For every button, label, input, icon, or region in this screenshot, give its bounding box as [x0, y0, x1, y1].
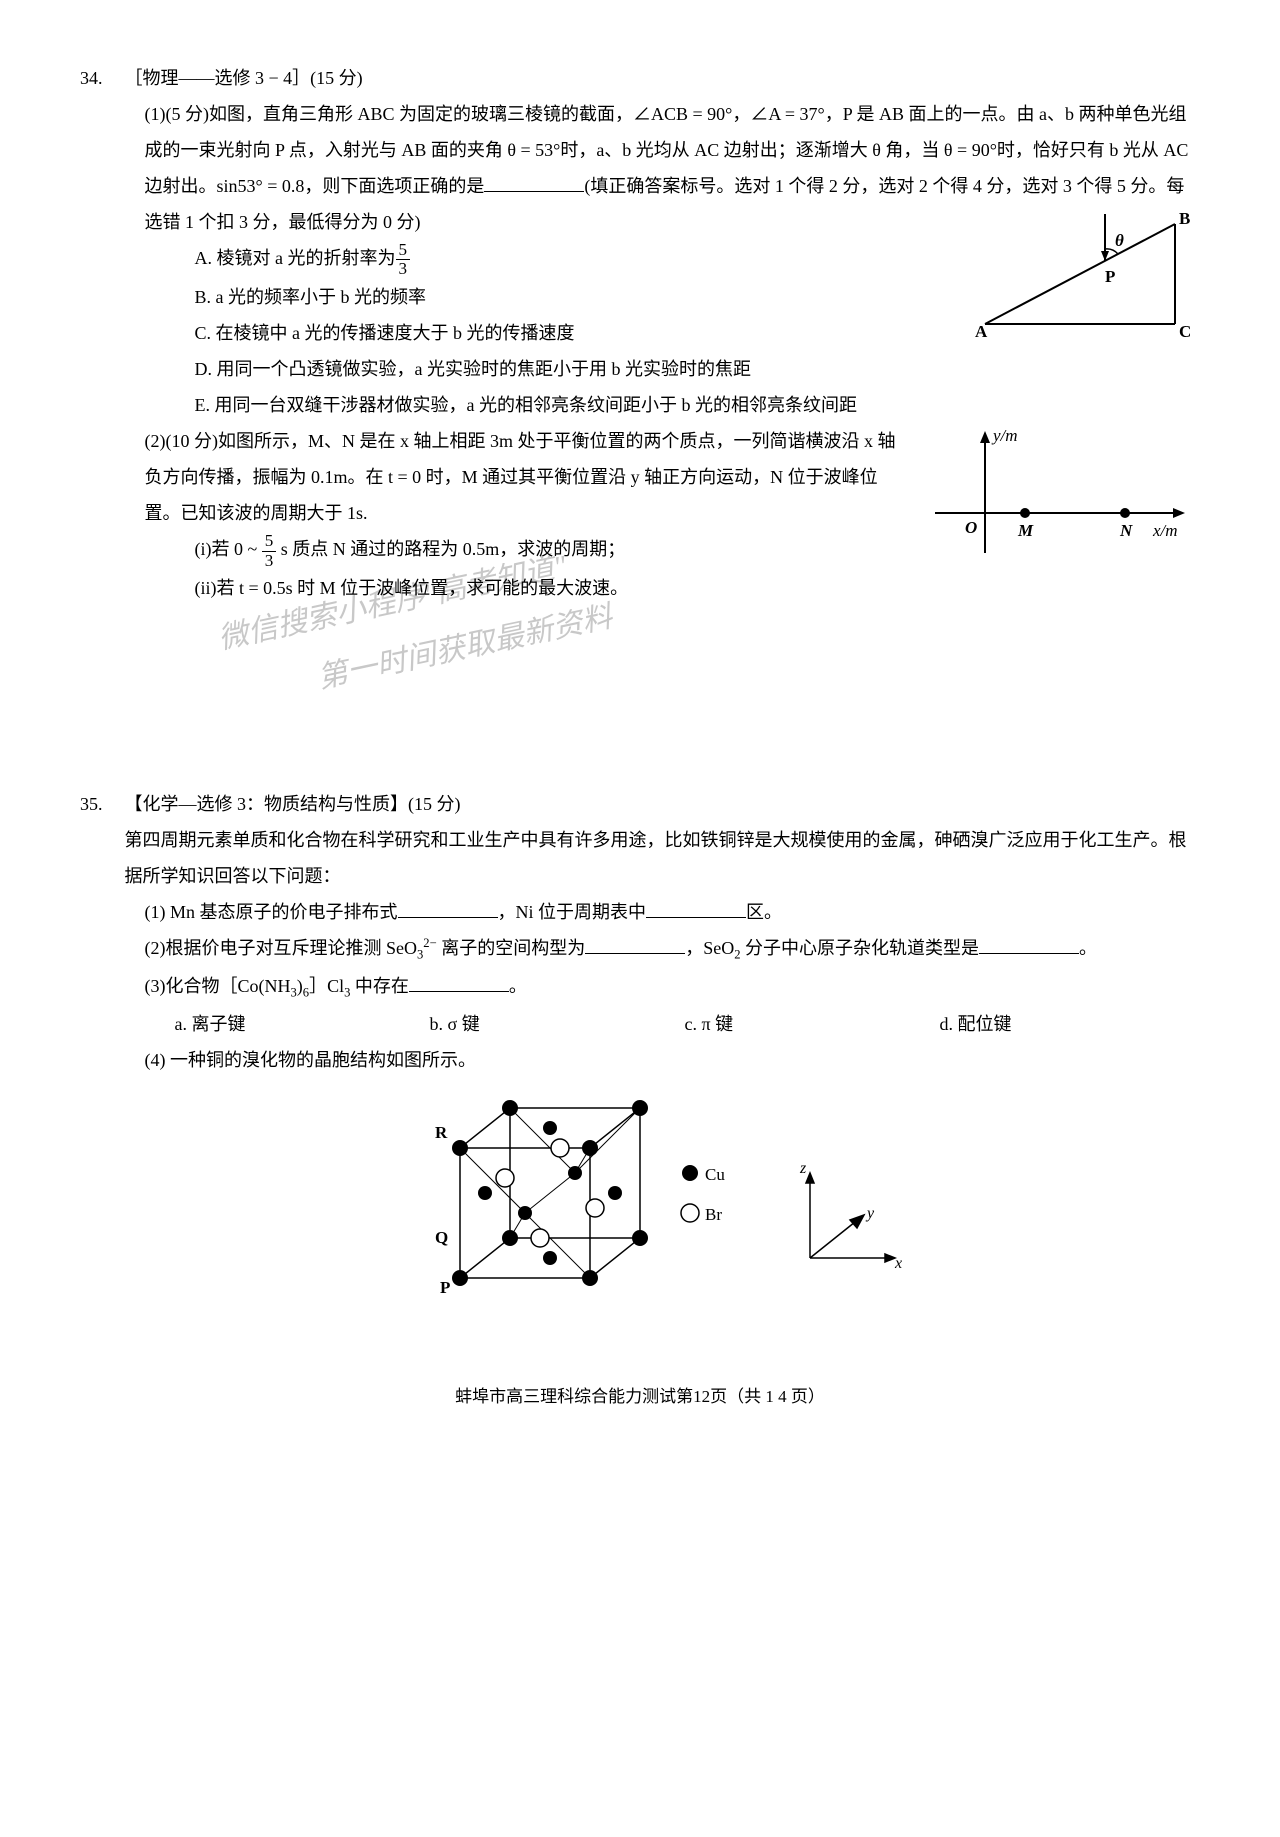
opt-a-frac: 53 — [396, 241, 411, 280]
a-label: A — [975, 322, 988, 341]
q34-opt-e: E. 用同一台双缝干涉器材做实验，a 光的相邻亮条纹间距小于 b 光的相邻亮条纹… — [145, 387, 1195, 423]
sub-i-before: (i)若 0 ~ — [195, 539, 262, 559]
q34-p1-blank — [484, 173, 584, 192]
q34-wave-figure: O M N x/m y/m — [925, 423, 1195, 575]
q35-crystal-figure: R Q P Cu Br z y x — [125, 1078, 1195, 1320]
s1c: 区。 — [746, 902, 782, 922]
s2e: 。 — [1079, 938, 1097, 958]
s3d: 中存在 — [350, 976, 409, 996]
question-35: 35. 【化学—选修 3：物质结构与性质】(15 分) 第四周期元素单质和化合物… — [80, 786, 1200, 1320]
opt-b: b. σ 键 — [430, 1006, 685, 1042]
q35-sub1: (1) Mn 基态原子的价电子排布式 ，Ni 位于周期表中 区。 — [125, 894, 1195, 930]
q34-number: 34. — [80, 60, 120, 96]
x-label: x/m — [1152, 521, 1178, 540]
q35-body: 【化学—选修 3：物质结构与性质】(15 分) 第四周期元素单质和化合物在科学研… — [125, 786, 1195, 1320]
q34-part2: O M N x/m y/m (2)(10 分)如图所示，M、N 是在 x 轴上相… — [125, 423, 1195, 606]
wave-svg: O M N x/m y/m — [925, 423, 1195, 563]
q35-sub2: (2)根据价电子对互斥理论推测 SeO32− 离子的空间构型为，SeO2 分子中… — [125, 930, 1195, 968]
q35-number: 35. — [80, 786, 120, 822]
q34-triangle-figure: θ A B C P — [965, 204, 1195, 356]
page-footer: 蚌埠市高三理科综合能力测试第12页（共 1 4 页） — [80, 1380, 1200, 1414]
b-label: B — [1179, 209, 1190, 228]
q35-s3-options: a. 离子键 b. σ 键 c. π 键 d. 配位键 — [125, 1006, 1195, 1042]
sub-i-after: s 质点 N 通过的路程为 0.5m，求波的周期； — [276, 539, 625, 559]
cu-label: Cu — [705, 1165, 725, 1184]
m-label: M — [1017, 521, 1034, 540]
s3a: (3)化合物［Co(NH — [145, 976, 291, 996]
s2-blank1 — [585, 935, 685, 954]
s3e: 。 — [509, 976, 527, 996]
s1-blank2 — [646, 899, 746, 918]
s1-blank1 — [398, 899, 498, 918]
x-axis: x — [894, 1255, 902, 1272]
s2-blank2 — [979, 935, 1079, 954]
q34-p2-text: 如图所示，M、N 是在 x 轴上相距 3m 处于平衡位置的两个质点，一列简谐横波… — [145, 431, 896, 523]
n-label: N — [1119, 521, 1133, 540]
theta-label: θ — [1115, 231, 1124, 250]
q35-title: 【化学—选修 3：物质结构与性质】(15 分) — [125, 794, 461, 814]
r-label: R — [435, 1123, 448, 1142]
s2c: ，SeO — [685, 938, 734, 958]
s3c: ］Cl — [309, 976, 344, 996]
q34-body: ［物理——选修 3 − 4］(15 分) (1)(5 分)如图，直角三角形 AB… — [125, 60, 1195, 606]
q34-part1: (1)(5 分)如图，直角三角形 ABC 为固定的玻璃三棱镜的截面，∠ACB =… — [125, 96, 1195, 423]
q34-p1-label: (1)(5 分) — [145, 104, 209, 124]
sub-i-frac: 53 — [262, 532, 277, 571]
q35-sub4: (4) 一种铜的溴化物的晶胞结构如图所示。 — [125, 1042, 1195, 1078]
spacer — [80, 666, 1200, 786]
p-label: P — [1105, 267, 1115, 286]
opt-c: c. π 键 — [685, 1006, 940, 1042]
triangle-svg: θ A B C P — [965, 204, 1195, 344]
q35-sub3: (3)化合物［Co(NH3)6］Cl3 中存在。 — [125, 968, 1195, 1006]
s2d: 分子中心原子杂化轨道类型是 — [741, 938, 980, 958]
q34-p2-sub-ii: (ii)若 t = 0.5s 时 M 位于波峰位置，求可能的最大波速。 — [145, 570, 1195, 606]
s3-blank — [409, 973, 509, 992]
crystal-svg: R Q P Cu Br z y x — [380, 1078, 940, 1308]
opt-a: a. 离子键 — [175, 1006, 430, 1042]
opt-a-text: A. 棱镜对 a 光的折射率为 — [195, 248, 396, 268]
q34-p2-label: (2)(10 分) — [145, 431, 218, 451]
q34-opt-d: D. 用同一个凸透镜做实验，a 光实验时的焦距小于用 b 光实验时的焦距 — [145, 351, 1195, 387]
question-34: 34. ［物理——选修 3 − 4］(15 分) (1)(5 分)如图，直角三角… — [80, 60, 1200, 606]
s1a: (1) Mn 基态原子的价电子排布式 — [145, 902, 398, 922]
q35-intro: 第四周期元素单质和化合物在科学研究和工业生产中具有许多用途，比如铁铜锌是大规模使… — [125, 822, 1195, 894]
s2b: 离子的空间构型为 — [437, 938, 586, 958]
q34-title: ［物理——选修 3 − 4］(15 分) — [125, 68, 363, 88]
br-label: Br — [705, 1205, 722, 1224]
q-label: Q — [435, 1228, 448, 1247]
c-label: C — [1179, 322, 1191, 341]
s2a: (2)根据价电子对互斥理论推测 SeO — [145, 938, 418, 958]
s1b: ，Ni 位于周期表中 — [498, 902, 647, 922]
y-label: y/m — [991, 426, 1018, 445]
p-label: P — [440, 1278, 450, 1297]
o-label: O — [965, 518, 977, 537]
z-axis: z — [799, 1160, 807, 1177]
opt-d: d. 配位键 — [940, 1006, 1195, 1042]
y-axis: y — [865, 1205, 875, 1222]
